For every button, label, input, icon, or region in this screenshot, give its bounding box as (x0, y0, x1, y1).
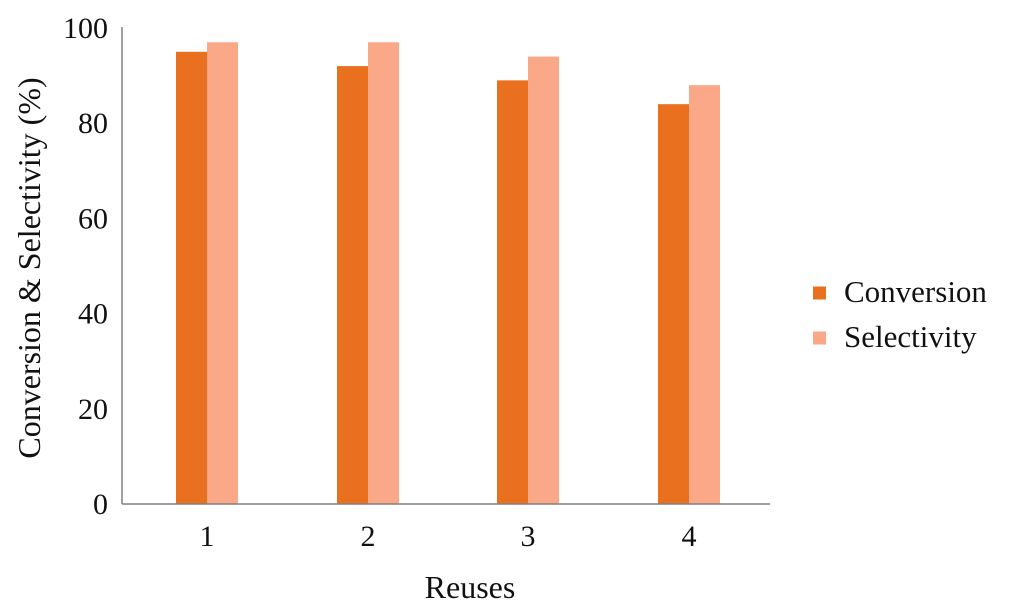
x-axis-title: Reuses (425, 569, 516, 603)
legend: Conversion Selectivity (813, 274, 987, 354)
y-tick-label-20: 20 (78, 393, 108, 426)
x-ticks: 1 2 3 4 (200, 520, 697, 553)
bar-conversion-2 (337, 66, 368, 504)
x-tick-label-2: 2 (361, 520, 376, 553)
bar-selectivity-4 (689, 85, 720, 505)
y-tick-label-100: 100 (63, 12, 108, 45)
legend-label-conversion: Conversion (844, 274, 987, 309)
axes-layer (121, 27, 770, 505)
x-tick-label-3: 3 (521, 520, 536, 553)
y-axis-title: Conversion & Selectivity (%) (11, 77, 47, 458)
y-tick-label-0: 0 (93, 488, 108, 521)
bar-selectivity-3 (528, 56, 559, 505)
y-tick-label-80: 80 (78, 107, 108, 140)
bar-conversion-3 (497, 80, 528, 505)
y-tick-label-60: 60 (78, 202, 108, 235)
bar-selectivity-2 (368, 42, 399, 504)
legend-label-selectivity: Selectivity (844, 319, 977, 354)
bar-conversion-4 (658, 104, 689, 504)
bar-conversion-1 (176, 51, 207, 505)
x-tick-label-1: 1 (200, 520, 215, 553)
y-tick-label-40: 40 (78, 298, 108, 331)
y-ticks: 0 20 40 60 80 100 (63, 12, 108, 521)
bars-layer (176, 42, 720, 505)
bar-selectivity-1 (207, 42, 238, 504)
x-tick-label-4: 4 (682, 520, 697, 553)
legend-swatch-conversion (813, 286, 826, 300)
legend-swatch-selectivity (813, 331, 826, 345)
